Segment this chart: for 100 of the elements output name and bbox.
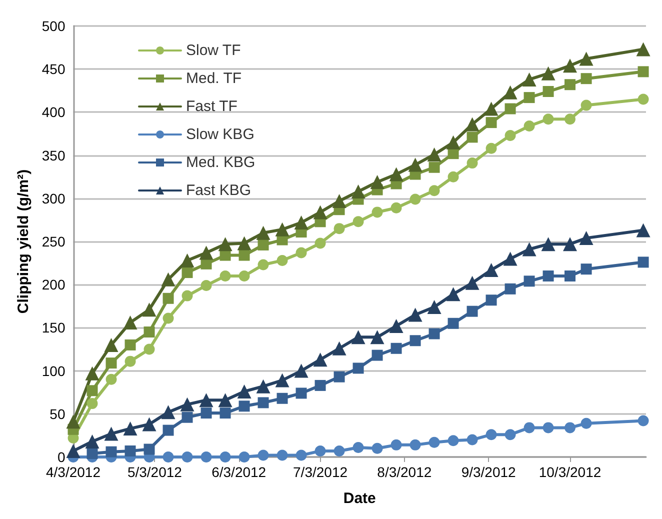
point (123, 316, 138, 330)
point (334, 445, 345, 456)
point (180, 397, 194, 412)
point (104, 426, 118, 441)
point (389, 318, 404, 333)
x-tick-label: 4/3/2012 (46, 464, 101, 480)
point (466, 434, 478, 446)
point (106, 374, 117, 385)
point (486, 294, 497, 306)
point (144, 326, 155, 338)
point (238, 452, 250, 462)
point (276, 392, 288, 404)
point (200, 258, 212, 270)
point (199, 246, 214, 260)
point (638, 66, 649, 78)
point (161, 272, 176, 286)
point (238, 270, 250, 282)
point (85, 366, 100, 380)
point (486, 117, 497, 128)
point (182, 267, 193, 278)
point (351, 184, 366, 199)
point (408, 158, 422, 172)
point (428, 328, 440, 340)
point (124, 356, 136, 367)
point (256, 226, 270, 240)
point (390, 342, 402, 354)
point (182, 412, 193, 423)
point (580, 418, 592, 429)
point (448, 435, 459, 446)
point (427, 300, 442, 314)
point (372, 206, 383, 218)
point (486, 142, 497, 154)
y-axis-title: Clipping yield (g/m²) (15, 169, 32, 314)
y-tick-label: 200 (42, 276, 66, 293)
point (410, 194, 421, 205)
point (238, 400, 250, 412)
point (200, 408, 212, 419)
point (524, 92, 535, 104)
point (275, 222, 290, 236)
x-tick-label: 7/3/2012 (293, 464, 348, 480)
point (522, 72, 536, 86)
point (466, 132, 478, 143)
point (427, 147, 442, 162)
point (408, 308, 422, 322)
point (199, 393, 214, 408)
point (542, 114, 554, 125)
legend-label: Slow KBG (186, 126, 254, 143)
point (314, 445, 326, 456)
point (86, 385, 98, 396)
point (542, 86, 554, 98)
point (200, 280, 212, 291)
point (294, 216, 308, 230)
y-tick-label: 250 (42, 234, 66, 250)
point (313, 352, 328, 367)
point (504, 130, 516, 141)
point (182, 290, 193, 302)
point (66, 444, 80, 458)
point (351, 330, 366, 344)
point (580, 100, 592, 111)
point (524, 120, 535, 132)
point (503, 85, 518, 100)
point (466, 158, 478, 169)
point (258, 450, 269, 461)
point (66, 414, 80, 429)
point (372, 442, 383, 454)
point (564, 422, 576, 434)
point (182, 452, 193, 462)
point (275, 373, 290, 388)
point (524, 422, 535, 434)
point (448, 171, 459, 182)
point (256, 379, 270, 394)
point (524, 276, 535, 287)
point (200, 452, 212, 462)
point (86, 398, 98, 410)
point (124, 339, 136, 350)
point (162, 452, 174, 462)
point (352, 362, 364, 374)
legend-label: Slow TF (186, 42, 241, 59)
point (334, 223, 345, 234)
point (238, 250, 250, 261)
point (123, 422, 138, 436)
point (276, 254, 288, 266)
point (85, 434, 100, 448)
x-tick-label: 8/3/2012 (377, 464, 432, 480)
point (465, 117, 480, 132)
point (542, 270, 554, 282)
y-tick-label: 100 (42, 362, 66, 379)
point (410, 335, 421, 346)
point (638, 256, 649, 268)
point (428, 162, 440, 173)
point (638, 415, 649, 426)
point (334, 371, 345, 382)
point (484, 102, 498, 116)
point (296, 450, 307, 461)
x-axis-title: Date (343, 490, 376, 507)
point (313, 205, 328, 220)
point (296, 388, 307, 399)
point (162, 292, 174, 304)
point (636, 223, 650, 238)
point (237, 384, 252, 398)
